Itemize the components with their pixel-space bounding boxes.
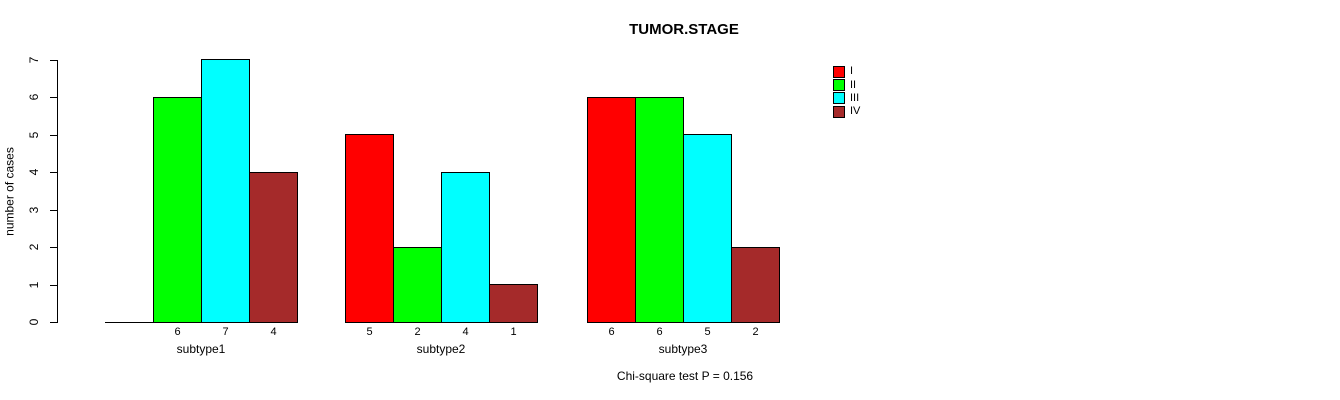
y-tick-label: 2 [27, 243, 41, 251]
y-tick [50, 247, 57, 248]
bar-value-label: 5 [366, 326, 373, 338]
bar-value-label: 6 [656, 326, 663, 338]
legend-swatch [833, 79, 845, 92]
legend-item: II [833, 78, 860, 92]
bar [345, 134, 394, 323]
bar [393, 247, 442, 323]
legend-swatch [833, 92, 845, 105]
y-axis [57, 59, 58, 323]
bar-value-label: 2 [414, 326, 421, 338]
legend-item: IV [833, 105, 860, 118]
y-tick [50, 97, 57, 98]
bar-value-label: 2 [752, 326, 759, 338]
x-category-label: subtype1 [176, 342, 226, 356]
bar-value-label: 4 [462, 326, 469, 338]
bar [683, 134, 732, 323]
legend-label: IV [850, 105, 861, 118]
legend: I II III IV [833, 65, 860, 119]
bar [249, 172, 298, 323]
bar-value-label: 6 [174, 326, 181, 338]
x-category-label: subtype3 [658, 342, 708, 356]
legend-label: I [850, 65, 854, 78]
y-tick [50, 209, 57, 211]
y-tick-label: 3 [27, 206, 41, 213]
y-tick [50, 322, 57, 323]
legend-swatch [833, 65, 845, 78]
y-tick [50, 134, 57, 136]
zero-height-bar [105, 322, 154, 323]
bar [489, 284, 538, 323]
legend-item: I [833, 65, 860, 78]
y-tick-label: 6 [27, 93, 41, 101]
bar-value-label: 4 [270, 326, 277, 338]
bar-value-label: 7 [222, 326, 229, 338]
y-tick [50, 59, 57, 61]
legend-swatch [833, 105, 845, 118]
bar [635, 97, 684, 323]
bar [731, 247, 780, 323]
y-tick [50, 284, 57, 286]
x-category-label: subtype2 [416, 342, 466, 356]
bar [441, 172, 490, 323]
chart-title: TUMOR.STAGE [629, 21, 739, 38]
bar-value-label: 1 [510, 326, 517, 338]
bar [201, 59, 250, 323]
bar-value-label: 5 [704, 326, 711, 338]
bar [153, 97, 202, 323]
y-tick-label: 1 [27, 281, 41, 288]
bar [587, 97, 636, 323]
legend-label: III [850, 91, 860, 104]
y-tick-label: 5 [27, 131, 41, 138]
bar-value-label: 6 [608, 326, 615, 338]
chi-square-annotation: Chi-square test P = 0.156 [616, 369, 754, 383]
y-tick-label: 4 [27, 168, 41, 176]
y-tick-label: 7 [27, 56, 41, 63]
legend-item: III [833, 92, 860, 105]
y-tick-label: 0 [27, 318, 41, 326]
y-tick [50, 172, 57, 173]
legend-label: II [850, 78, 857, 91]
